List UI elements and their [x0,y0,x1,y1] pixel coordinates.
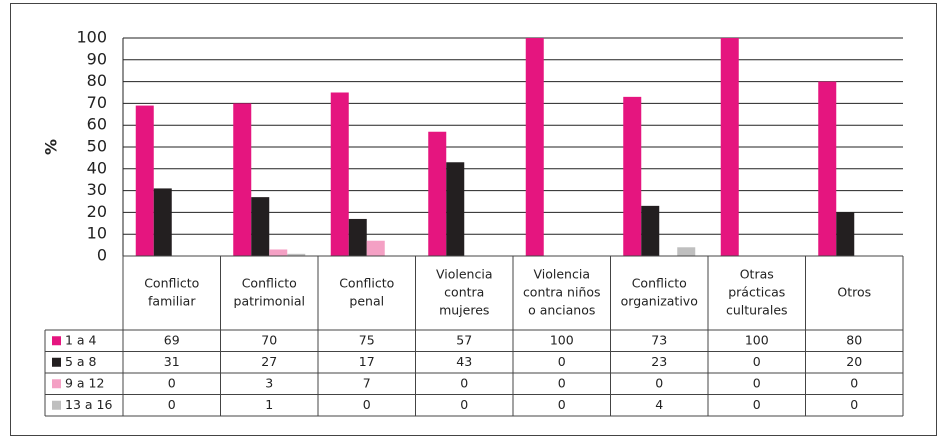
y-tick-label: 60 [87,115,107,134]
table-value: 1 [265,397,273,412]
bar [233,103,252,257]
table-value: 57 [456,332,472,347]
table-value: 3 [265,375,273,390]
x-tick-label: Conflicto [632,276,687,291]
table-value: 0 [655,375,663,390]
y-tick-label: 10 [87,224,107,243]
frame [10,3,937,436]
bar [428,131,447,256]
table-value: 0 [460,397,468,412]
bar [525,38,544,256]
x-tick-label: familiar [148,294,196,309]
legend-label: 13 a 16 [65,397,112,412]
table-value: 43 [456,354,472,369]
table-value: 17 [359,354,375,369]
y-tick-label: 80 [87,71,107,90]
table-value: 0 [753,397,761,412]
table-value: 0 [558,354,566,369]
y-tick-label: 70 [87,93,107,112]
bar [135,105,154,256]
table-value: 69 [164,332,180,347]
table-value: 31 [164,354,180,369]
x-tick-label: Otros [837,285,871,300]
table-value: 0 [460,375,468,390]
y-tick-label: 90 [87,49,107,68]
x-tick-label: o ancianos [528,303,595,318]
table-value: 70 [261,332,277,347]
x-tick-label: penal [349,294,384,309]
y-tick-label: 40 [87,158,107,177]
table-value: 4 [655,397,663,412]
bar [641,205,660,256]
bar [818,81,837,256]
bar [446,162,465,256]
table-value: 73 [651,332,667,347]
table-value: 0 [850,397,858,412]
table-value: 20 [846,354,862,369]
table-value: 0 [363,397,371,412]
table-value: 0 [558,397,566,412]
x-tick-label: culturales [726,303,788,318]
legend-label: 9 a 12 [65,375,104,390]
y-tick-label: 30 [87,180,107,199]
bar [251,197,270,256]
legend-label: 1 a 4 [65,332,97,347]
table-value: 0 [753,375,761,390]
table-value: 0 [850,375,858,390]
legend-swatch [52,400,61,410]
y-tick-label: 0 [97,246,107,265]
bar [287,253,306,256]
table-value: 0 [558,375,566,390]
y-tick-label: 100 [76,28,107,47]
x-tick-label: Conflicto [144,276,199,291]
x-tick-label: contra niños [523,285,601,300]
table-value: 100 [550,332,574,347]
x-tick-label: contra [444,285,484,300]
table-value: 7 [363,375,371,390]
bar [720,38,739,256]
bar [330,92,349,256]
x-tick-label: prácticas [728,285,785,300]
x-tick-label: organizativo [621,294,698,309]
bar [366,240,385,256]
legend-swatch [52,379,61,389]
table-value: 75 [359,332,375,347]
bar [623,96,642,256]
legend-label: 5 a 8 [65,354,97,369]
legend-swatch [52,357,61,367]
x-tick-label: Otras [740,267,774,282]
table-value: 0 [753,354,761,369]
y-tick-label: 50 [87,137,107,156]
bar [677,247,696,256]
bar [153,188,172,256]
x-tick-label: Conflicto [242,276,297,291]
table-value: 23 [651,354,667,369]
table-value: 0 [168,397,176,412]
x-tick-label: Conflicto [339,276,394,291]
table-value: 80 [846,332,862,347]
y-tick-label: 20 [87,202,107,221]
bar [269,249,288,256]
x-tick-label: mujeres [439,303,489,318]
table-value: 0 [168,375,176,390]
legend-swatch [52,336,61,346]
x-tick-label: patrimonial [234,294,305,309]
bar [836,212,855,256]
x-tick-label: Violencia [436,267,493,282]
bar [348,218,367,256]
table-value: 100 [745,332,769,347]
y-axis-label: % [42,139,61,155]
x-tick-label: Violencia [534,267,591,282]
table-value: 27 [261,354,277,369]
